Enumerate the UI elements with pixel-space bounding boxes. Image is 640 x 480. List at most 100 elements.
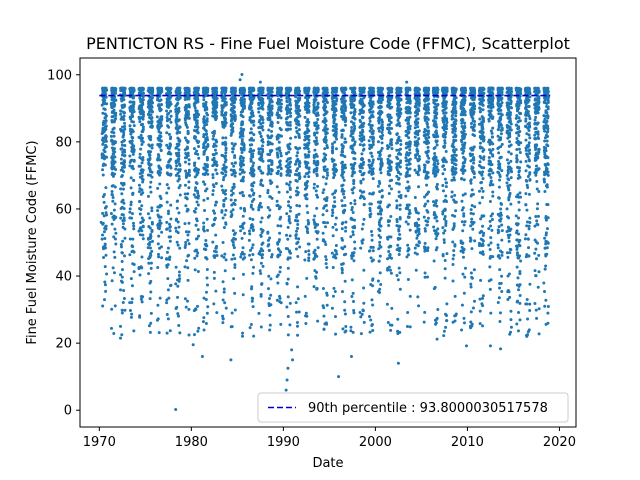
data-point (315, 254, 319, 258)
data-point (231, 191, 235, 195)
data-point (110, 130, 114, 134)
data-point (286, 143, 290, 147)
data-point (397, 138, 401, 142)
data-point (321, 175, 325, 179)
data-point (353, 199, 357, 203)
data-point (196, 91, 200, 95)
data-point (396, 157, 400, 161)
data-point (267, 304, 271, 308)
data-point (279, 134, 283, 138)
data-point (266, 244, 270, 248)
data-point (395, 109, 399, 113)
data-point (288, 86, 292, 90)
data-point (167, 111, 171, 115)
data-point (332, 158, 336, 162)
data-point (270, 253, 274, 257)
data-point (362, 286, 366, 290)
data-point (241, 334, 245, 338)
data-point (259, 325, 263, 329)
data-point (175, 131, 179, 135)
data-point (122, 160, 126, 164)
data-point (371, 277, 375, 281)
data-point (260, 231, 264, 235)
data-point (203, 106, 207, 110)
data-point (279, 215, 283, 219)
data-point (296, 100, 300, 104)
data-point (288, 156, 292, 160)
data-point (261, 144, 265, 148)
data-point (295, 179, 299, 183)
data-point (359, 165, 363, 169)
data-point (178, 331, 182, 335)
data-point (233, 291, 237, 295)
data-point (333, 200, 337, 204)
data-point (150, 96, 154, 100)
data-point (267, 159, 271, 163)
data-point (205, 132, 209, 136)
data-point (252, 197, 256, 201)
data-point (379, 212, 383, 216)
data-point (250, 120, 254, 124)
data-point (362, 160, 366, 164)
data-point (333, 290, 337, 294)
data-point (242, 148, 246, 152)
data-point (122, 181, 126, 185)
data-point (229, 133, 233, 137)
data-point (184, 230, 188, 234)
data-point (296, 226, 300, 230)
data-point (102, 230, 106, 234)
data-point (285, 128, 289, 132)
data-point (251, 164, 255, 168)
data-point (203, 166, 207, 170)
data-point (167, 147, 171, 150)
data-point (233, 113, 237, 117)
data-point (325, 209, 329, 213)
data-point (332, 286, 336, 290)
data-point (279, 154, 283, 158)
data-point (184, 169, 188, 173)
data-point (214, 181, 218, 185)
data-point (371, 284, 375, 288)
data-point (360, 116, 364, 120)
data-point (184, 103, 188, 107)
data-point (221, 216, 225, 220)
data-point (103, 146, 107, 150)
data-point (202, 328, 206, 332)
data-point (146, 112, 150, 116)
data-point (294, 162, 297, 166)
data-point (303, 258, 307, 262)
data-point (371, 329, 375, 333)
data-point (205, 267, 209, 271)
data-point (176, 101, 180, 105)
data-point (269, 277, 273, 281)
data-point (388, 253, 392, 257)
data-point (323, 128, 327, 132)
data-point (343, 106, 347, 110)
data-point (206, 143, 210, 147)
data-point (397, 253, 401, 256)
data-point (248, 232, 252, 236)
data-point (167, 209, 170, 213)
data-point (113, 255, 117, 259)
data-point (316, 117, 320, 121)
data-point (297, 177, 301, 181)
data-point (168, 255, 172, 259)
data-point (296, 167, 300, 171)
data-point (242, 105, 246, 109)
data-point (330, 251, 334, 255)
data-point (149, 103, 153, 107)
data-point (221, 178, 225, 182)
data-point (187, 230, 191, 234)
data-point (215, 200, 219, 204)
data-point (138, 206, 142, 210)
data-point (185, 145, 189, 149)
data-point (101, 211, 105, 215)
data-point (294, 119, 298, 123)
data-point (286, 106, 290, 110)
data-point (120, 308, 124, 312)
data-point (130, 106, 134, 110)
data-point (286, 295, 290, 299)
data-point (380, 120, 384, 124)
data-point (175, 217, 179, 221)
